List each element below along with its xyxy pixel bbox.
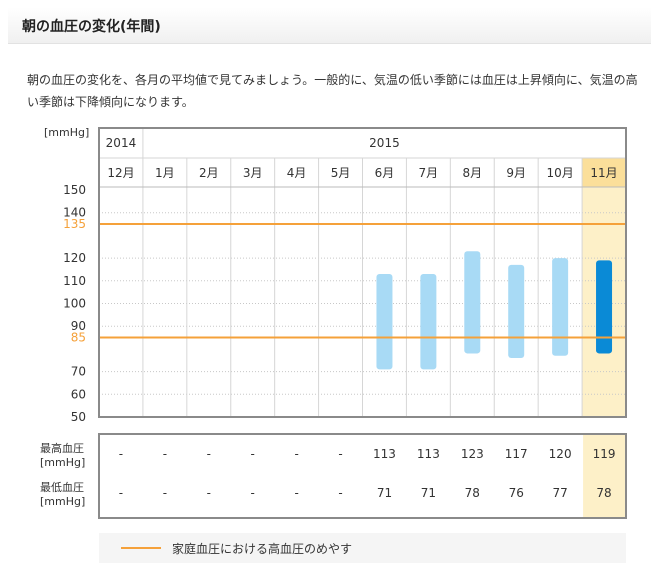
y-tick-label: 90 [71, 319, 86, 333]
value-cell: 113 [417, 447, 440, 461]
blood-pressure-chart: 2014 2015 12月 1月 2月 3月 4月 5月 6月 7月 8月 9月 10月 11月 150 14… [40, 127, 627, 519]
empty-value: - [338, 486, 342, 500]
month-label: 7月 [419, 166, 439, 180]
bp-range-bar [420, 273, 437, 370]
month-label: 8月 [462, 166, 482, 180]
month-label: 6月 [375, 166, 395, 180]
value-cell: 78 [596, 486, 611, 500]
legend: 家庭血圧における高血圧のめやす [99, 533, 626, 563]
value-cell: 76 [509, 486, 524, 500]
y-tick-label: 140 [63, 206, 86, 220]
y-tick-label: 120 [63, 251, 86, 265]
empty-value: - [119, 486, 123, 500]
empty-value: - [163, 447, 167, 461]
threshold-label: 135 [63, 217, 86, 231]
chart-frame [98, 127, 627, 418]
highlight-month-values [583, 435, 625, 517]
value-cell: 71 [377, 486, 392, 500]
table-row-label: 最高血圧 [40, 441, 84, 455]
page-title: 朝の血圧の変化(年間) [22, 19, 161, 35]
month-label: 4月 [287, 166, 307, 180]
highlight-month-header [582, 158, 626, 187]
empty-value: - [251, 447, 255, 461]
value-cell: 117 [505, 447, 528, 461]
empty-value: - [294, 486, 298, 500]
section-header: 朝の血圧の変化(年間) [8, 7, 651, 44]
empty-value: - [163, 486, 167, 500]
y-tick-label: 70 [71, 365, 86, 379]
y-axis-unit-label: [mmHg] [44, 126, 90, 139]
month-label: 2月 [199, 166, 219, 180]
month-label: 1月 [155, 166, 175, 180]
empty-value: - [251, 486, 255, 500]
empty-value: - [207, 447, 211, 461]
month-label: 9月 [506, 166, 526, 180]
y-tick-label: 150 [63, 183, 86, 197]
value-cell: 77 [552, 486, 567, 500]
empty-value: - [338, 447, 342, 461]
month-label: 5月 [331, 166, 351, 180]
bp-range-bar [464, 251, 481, 354]
bp-range-bar [508, 264, 525, 358]
value-table-frame [98, 433, 627, 519]
description-text: 朝の血圧の変化を、各月の平均値で見てみましょう。一般的に、気温の低い季節には血圧… [27, 73, 638, 109]
value-cell: 119 [593, 447, 616, 461]
month-label: 3月 [243, 166, 263, 180]
y-tick-label: 60 [71, 387, 86, 401]
bp-range-bar [552, 258, 569, 356]
value-cell: 78 [465, 486, 480, 500]
month-label: 12月 [107, 166, 134, 180]
threshold-label: 85 [71, 331, 86, 345]
empty-value: - [207, 486, 211, 500]
empty-value: - [119, 447, 123, 461]
value-cell: 113 [373, 447, 396, 461]
table-row-unit: [mmHg] [40, 456, 85, 469]
year-label: 2014 [106, 136, 137, 150]
year-label: 2015 [369, 136, 400, 150]
bp-range-bar [596, 260, 613, 354]
month-label: 11月 [590, 166, 617, 180]
table-row-label: 最低血圧 [40, 480, 84, 494]
y-tick-label: 100 [63, 297, 86, 311]
bp-range-bar [376, 273, 393, 370]
month-label: 10月 [546, 166, 573, 180]
value-cell: 123 [461, 447, 484, 461]
y-tick-label: 50 [71, 410, 86, 424]
legend-threshold-line [121, 547, 161, 549]
value-cell: 120 [549, 447, 572, 461]
table-row-unit: [mmHg] [40, 495, 85, 508]
value-cell: 71 [421, 486, 436, 500]
legend-label: 家庭血圧における高血圧のめやす [172, 542, 353, 556]
y-tick-label: 110 [63, 274, 86, 288]
empty-value: - [294, 447, 298, 461]
